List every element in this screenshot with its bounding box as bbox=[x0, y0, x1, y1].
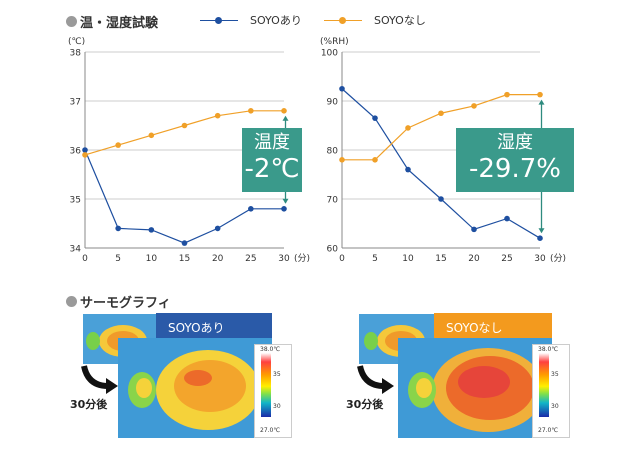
legend-marker-without bbox=[324, 15, 362, 25]
data-point-with bbox=[372, 115, 378, 121]
data-point-without bbox=[438, 110, 444, 117]
color-scale-bar bbox=[539, 353, 549, 417]
temp-callout-value: -2℃ bbox=[244, 154, 300, 184]
thermo-after-without-image bbox=[398, 338, 552, 438]
y-tick-label: 38 bbox=[70, 49, 82, 59]
data-point-with bbox=[82, 147, 88, 153]
thermo-after-with bbox=[118, 338, 272, 438]
x-tick-label: 15 bbox=[179, 254, 190, 264]
difference-arrow-head-up bbox=[282, 115, 289, 121]
data-point-with bbox=[537, 235, 543, 241]
y-tick-label: 60 bbox=[327, 245, 339, 255]
temp-callout-label: 温度 bbox=[254, 132, 290, 153]
bullet-icon bbox=[66, 16, 77, 27]
y-tick-label: 80 bbox=[327, 147, 339, 157]
x-tick-label: 20 bbox=[468, 254, 480, 264]
x-tick-label: 25 bbox=[245, 254, 256, 264]
x-tick-label: 30 bbox=[534, 254, 546, 264]
x-unit-label: (分) bbox=[294, 253, 310, 264]
after-label-with: 30分後 bbox=[70, 398, 108, 411]
difference-arrow-head-up bbox=[538, 99, 545, 105]
x-tick-label: 30 bbox=[278, 254, 290, 264]
data-point-with bbox=[214, 225, 221, 232]
legend-with: SOYOあり bbox=[200, 12, 302, 28]
legend-label-without: SOYOなし bbox=[374, 14, 426, 27]
humidity-callout-label: 湿度 bbox=[497, 132, 533, 153]
data-point-without bbox=[471, 103, 477, 109]
x-tick-label: 25 bbox=[501, 254, 512, 264]
y-tick-label: 36 bbox=[70, 147, 82, 157]
legend-label-with: SOYOあり bbox=[250, 14, 302, 27]
x-unit-label: (分) bbox=[550, 253, 566, 264]
humidity-callout-value: -29.7% bbox=[469, 154, 561, 184]
x-tick-label: 10 bbox=[146, 254, 158, 264]
data-point-without bbox=[181, 122, 188, 129]
color-scale-without: 38.0℃ 35 30 27.0℃ bbox=[532, 344, 570, 438]
color-scale-with: 38.0℃ 35 30 27.0℃ bbox=[254, 344, 292, 438]
y-tick-label: 35 bbox=[70, 196, 81, 206]
data-point-without bbox=[405, 125, 411, 131]
y-tick-label: 90 bbox=[327, 98, 339, 108]
x-tick-label: 0 bbox=[82, 254, 88, 264]
data-point-without bbox=[248, 108, 254, 114]
y-unit-label: (℃) bbox=[68, 37, 85, 47]
humidity-callout: 湿度 -29.7% bbox=[456, 128, 574, 192]
x-tick-label: 10 bbox=[402, 254, 414, 264]
label-with: SOYOあり bbox=[156, 313, 272, 341]
scale-tick-35: 35 bbox=[551, 371, 559, 378]
difference-arrow-head-down bbox=[538, 228, 545, 234]
y-tick-label: 100 bbox=[321, 49, 338, 59]
after-label-without: 30分後 bbox=[346, 398, 384, 411]
data-point-without bbox=[504, 91, 510, 98]
thermo-after-with-image bbox=[118, 338, 272, 438]
data-point-with bbox=[504, 215, 510, 222]
data-point-with bbox=[281, 206, 287, 212]
x-tick-label: 20 bbox=[212, 254, 224, 264]
test-section-title: 温・湿度試験 bbox=[66, 12, 158, 31]
data-point-without bbox=[82, 152, 88, 158]
scale-min: 27.0℃ bbox=[538, 427, 559, 434]
test-title: 温・湿度試験 bbox=[80, 16, 159, 31]
x-tick-label: 5 bbox=[372, 254, 378, 264]
data-point-with bbox=[405, 166, 411, 173]
data-point-with bbox=[471, 226, 477, 233]
data-point-with bbox=[181, 240, 188, 246]
x-tick-label: 5 bbox=[115, 254, 121, 264]
bullet-icon bbox=[66, 296, 77, 307]
thermo-after-without bbox=[398, 338, 552, 438]
data-point-without bbox=[214, 112, 221, 119]
scale-tick-30: 30 bbox=[551, 403, 559, 410]
data-point-without bbox=[115, 142, 121, 148]
legend-without: SOYOなし bbox=[324, 12, 426, 28]
legend-marker-with bbox=[200, 15, 238, 25]
scale-tick-35: 35 bbox=[273, 371, 281, 378]
data-point-without bbox=[339, 157, 345, 163]
y-unit-label: (%RH) bbox=[320, 37, 349, 47]
data-point-with bbox=[148, 227, 155, 233]
scale-tick-30: 30 bbox=[273, 403, 281, 410]
data-point-without bbox=[372, 157, 378, 163]
data-point-with bbox=[339, 85, 345, 92]
y-tick-label: 37 bbox=[70, 98, 81, 108]
color-scale-bar bbox=[261, 353, 271, 417]
thermo-section-title: サーモグラフィ bbox=[66, 292, 171, 311]
data-point-with bbox=[115, 225, 121, 232]
difference-arrow-head-down bbox=[282, 198, 289, 204]
x-tick-label: 15 bbox=[435, 254, 446, 264]
thermo-title: サーモグラフィ bbox=[80, 296, 171, 311]
scale-min: 27.0℃ bbox=[260, 427, 281, 434]
scale-max: 38.0℃ bbox=[538, 346, 559, 353]
data-point-without bbox=[537, 91, 543, 98]
y-tick-label: 34 bbox=[70, 245, 82, 255]
data-point-without bbox=[148, 132, 155, 139]
scale-max: 38.0℃ bbox=[260, 346, 281, 353]
y-tick-label: 70 bbox=[327, 196, 339, 206]
data-point-with bbox=[438, 196, 444, 202]
label-without: SOYOなし bbox=[434, 313, 552, 341]
data-point-without bbox=[281, 108, 287, 114]
temp-callout: 温度 -2℃ bbox=[242, 128, 302, 192]
x-tick-label: 0 bbox=[339, 254, 345, 264]
data-point-with bbox=[248, 206, 254, 212]
